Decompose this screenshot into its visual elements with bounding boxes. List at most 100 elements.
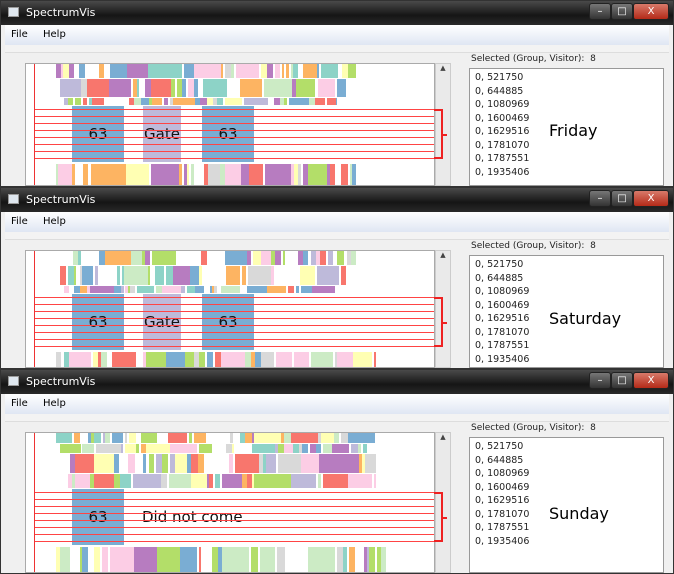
list-item[interactable]: 0, 1600469 — [475, 481, 530, 493]
activity-bar — [202, 79, 227, 97]
menu-file[interactable]: File — [11, 398, 28, 409]
activity-bar — [344, 454, 360, 473]
activity-bar — [225, 64, 231, 78]
list-item[interactable]: 0, 1787551 — [475, 340, 530, 351]
activity-bar — [347, 473, 372, 488]
selected-label: Selected (Group, Visitor): 8 — [471, 423, 596, 433]
menu-help[interactable]: Help — [43, 29, 66, 40]
spectrum-canvas[interactable]: 63 Gate 63 — [25, 250, 435, 368]
activity-bar — [109, 79, 131, 97]
scroll-up-arrow-icon[interactable]: ▲ — [440, 64, 446, 72]
visitor-trajectory-line — [35, 339, 434, 340]
activity-bar — [60, 266, 67, 285]
menu-bar: File Help — [5, 394, 669, 414]
activity-bar — [125, 433, 128, 444]
menu-help[interactable]: Help — [43, 216, 66, 227]
visitor-trajectory-line — [35, 346, 434, 347]
activity-bar — [245, 433, 252, 444]
list-item[interactable]: 0, 1781070 — [475, 139, 530, 151]
list-item[interactable]: 0, 1781070 — [475, 508, 530, 520]
location-tile[interactable]: Gate — [143, 106, 181, 162]
activity-bar — [281, 433, 285, 444]
location-tile[interactable]: 63 — [72, 489, 124, 545]
activity-bar — [254, 473, 278, 488]
visitor-trajectory-line — [35, 492, 434, 493]
maximize-button[interactable]: □ — [611, 190, 633, 207]
minimize-button[interactable]: – — [589, 3, 611, 20]
menu-help[interactable]: Help — [43, 398, 66, 409]
vertical-scrollbar[interactable]: ▲ — [435, 432, 451, 573]
close-button[interactable]: X — [633, 190, 669, 207]
activity-bar — [63, 64, 70, 78]
list-item[interactable]: 0, 1600469 — [475, 299, 530, 311]
list-item[interactable]: 0, 1080969 — [475, 286, 530, 297]
activity-bar — [346, 251, 351, 266]
activity-bar — [295, 285, 300, 293]
minimize-button[interactable]: – — [589, 372, 611, 389]
spectrum-canvas[interactable]: 63 Did not come — [25, 432, 435, 573]
visitor-trajectory-line — [35, 123, 434, 124]
activity-bar — [60, 79, 79, 97]
list-item[interactable]: 0, 644885 — [475, 454, 524, 466]
activity-bar — [136, 285, 142, 293]
scroll-up-arrow-icon[interactable]: ▲ — [440, 433, 446, 441]
scroll-up-arrow-icon[interactable]: ▲ — [440, 251, 446, 259]
list-item[interactable]: 0, 1787551 — [475, 522, 530, 533]
visitor-list[interactable]: 0, 521750 0, 644885 0, 1080969 0, 1600469 0,… — [469, 68, 664, 186]
vertical-scrollbar[interactable]: ▲ — [435, 250, 451, 368]
list-item[interactable]: 0, 521750 — [475, 259, 524, 270]
activity-bar — [190, 454, 198, 473]
close-button[interactable]: X — [633, 372, 669, 389]
activity-bar — [180, 285, 186, 293]
list-item[interactable]: 0, 1629516 — [475, 495, 530, 506]
list-item[interactable]: 0, 1600469 — [475, 112, 530, 124]
location-tile[interactable]: 63 — [72, 106, 124, 162]
activity-bar — [369, 547, 376, 572]
location-tile[interactable]: 63 — [202, 106, 254, 162]
activity-bar — [60, 64, 64, 78]
activity-bar — [137, 79, 140, 97]
list-item[interactable]: 0, 521750 — [475, 72, 524, 83]
maximize-button[interactable]: □ — [611, 3, 633, 20]
activity-bar — [109, 64, 127, 78]
activity-bar — [183, 164, 187, 185]
list-item[interactable]: 0, 1935406 — [475, 535, 530, 547]
visitor-trajectory-line — [35, 304, 434, 305]
visitor-list[interactable]: 0, 521750 0, 644885 0, 1080969 0, 1600469 0,… — [469, 437, 664, 573]
activity-bar — [128, 454, 136, 473]
list-item[interactable]: 0, 1787551 — [475, 153, 530, 164]
list-item[interactable]: 0, 1781070 — [475, 326, 530, 338]
list-item[interactable]: 0, 1935406 — [475, 166, 530, 178]
menu-file[interactable]: File — [11, 29, 28, 40]
list-item[interactable]: 0, 1629516 — [475, 126, 530, 137]
list-item[interactable]: 0, 1080969 — [475, 99, 530, 110]
activity-bar — [82, 98, 87, 105]
menu-file[interactable]: File — [11, 216, 28, 227]
list-item[interactable]: 0, 1629516 — [475, 313, 530, 324]
list-item[interactable]: 0, 1935406 — [475, 353, 530, 365]
activity-bar — [87, 79, 110, 97]
activity-bar — [251, 473, 255, 488]
location-tile[interactable]: 63 — [202, 294, 254, 350]
activity-bar — [367, 547, 370, 572]
visitor-trajectory-line — [35, 520, 434, 521]
minimize-button[interactable]: – — [589, 190, 611, 207]
maximize-button[interactable]: □ — [611, 372, 633, 389]
activity-bar — [80, 547, 83, 572]
location-tile[interactable]: Gate — [143, 294, 181, 350]
list-item[interactable]: 0, 521750 — [475, 441, 524, 452]
list-item[interactable]: 0, 644885 — [475, 272, 524, 284]
location-tile[interactable]: 63 — [72, 294, 124, 350]
vertical-scrollbar[interactable]: ▲ — [435, 63, 451, 186]
selected-visitors-band: 63 Gate 63 — [35, 294, 434, 350]
activity-bar — [82, 164, 89, 185]
list-item[interactable]: 0, 1080969 — [475, 468, 530, 479]
activity-bar — [141, 285, 155, 293]
visitor-list[interactable]: 0, 521750 0, 644885 0, 1080969 0, 1600469 0,… — [469, 255, 664, 368]
close-button[interactable]: X — [633, 3, 669, 20]
activity-bar — [243, 98, 268, 105]
activity-bar — [101, 352, 107, 367]
activity-bar — [188, 79, 195, 97]
list-item[interactable]: 0, 644885 — [475, 85, 524, 97]
spectrum-canvas[interactable]: 63 Gate 63 — [25, 63, 435, 186]
